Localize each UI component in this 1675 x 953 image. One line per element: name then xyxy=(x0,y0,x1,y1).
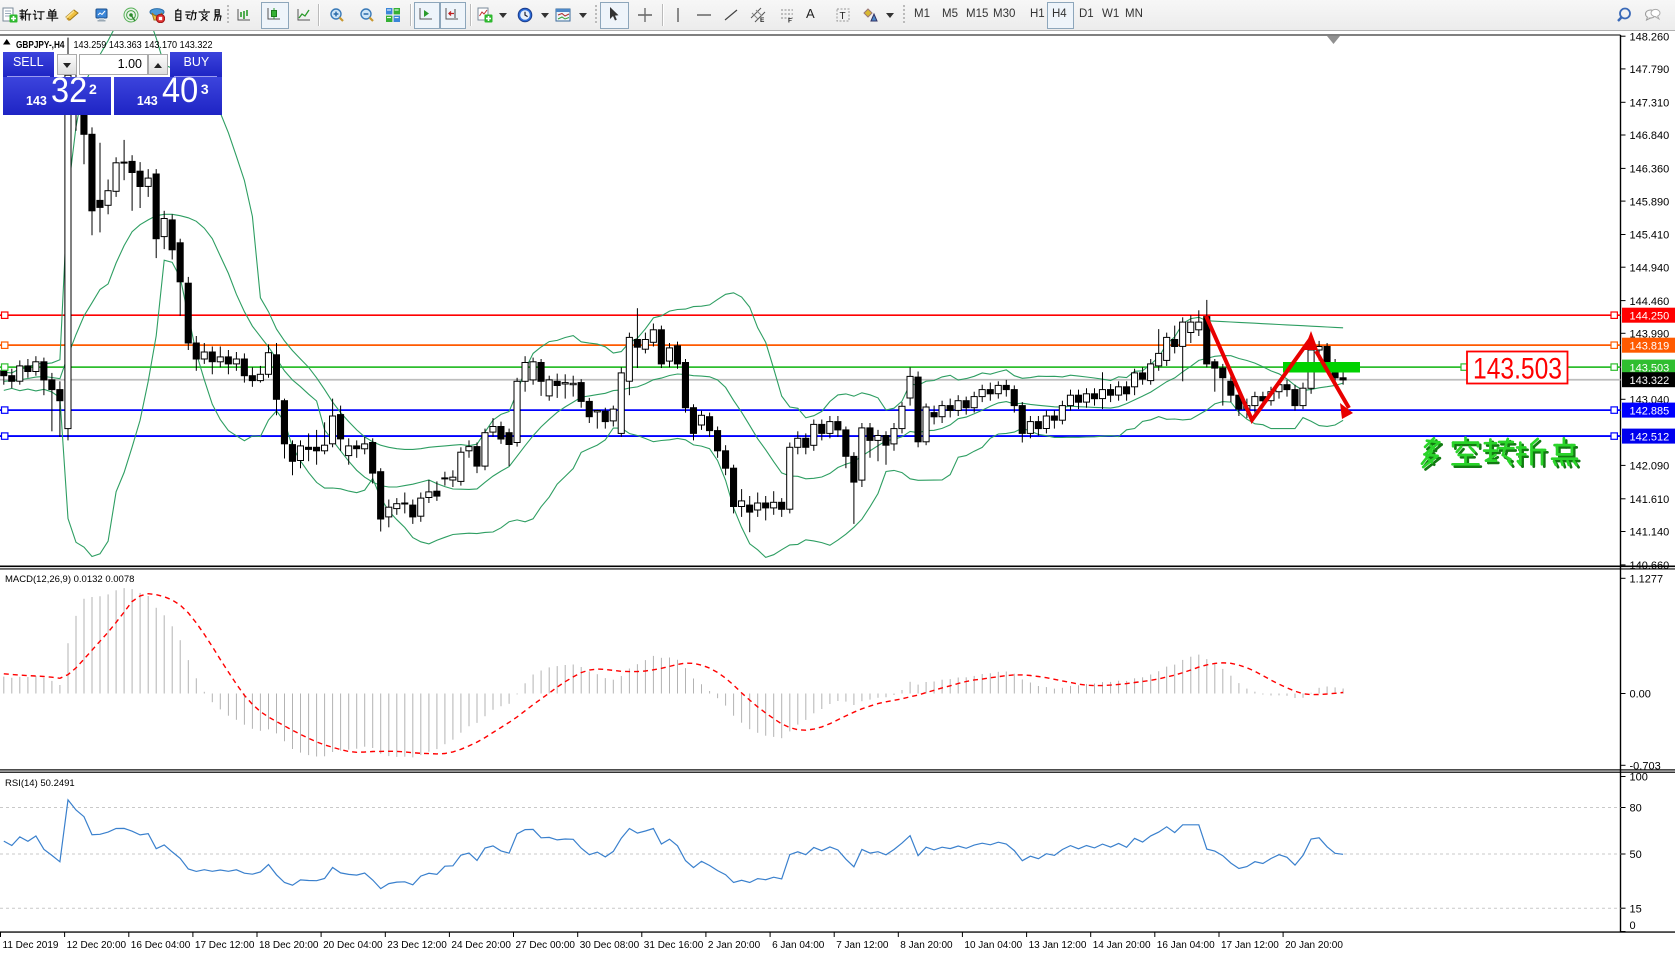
svg-text:143.819: 143.819 xyxy=(1630,340,1670,352)
svg-text:1.1277: 1.1277 xyxy=(1630,574,1664,586)
svg-text:31 Dec 16:00: 31 Dec 16:00 xyxy=(644,940,704,951)
svg-text:143.322: 143.322 xyxy=(1630,375,1670,387)
svg-text:147.790: 147.790 xyxy=(1630,64,1670,76)
svg-text:80: 80 xyxy=(1630,803,1642,815)
svg-text:50: 50 xyxy=(1630,849,1642,861)
svg-text:T: T xyxy=(840,11,846,22)
svg-text:10 Jan 04:00: 10 Jan 04:00 xyxy=(964,940,1022,951)
svg-text:GBPJPY-,H4: GBPJPY-,H4 xyxy=(16,39,65,51)
svg-text:0.00: 0.00 xyxy=(1630,689,1651,701)
svg-text:17 Jan 12:00: 17 Jan 12:00 xyxy=(1221,940,1279,951)
svg-text:12 Dec 20:00: 12 Dec 20:00 xyxy=(67,940,127,951)
svg-text:143.259 143.363 143.170 143.32: 143.259 143.363 143.170 143.322 xyxy=(74,39,213,51)
svg-text:148.260: 148.260 xyxy=(1630,31,1670,43)
svg-text:RSI(14) 50.2491: RSI(14) 50.2491 xyxy=(5,778,75,789)
svg-text:142.090: 142.090 xyxy=(1630,461,1670,473)
svg-text:146.360: 146.360 xyxy=(1630,164,1670,176)
svg-text:13 Jan 12:00: 13 Jan 12:00 xyxy=(1029,940,1087,951)
svg-text:6 Jan 04:00: 6 Jan 04:00 xyxy=(772,940,825,951)
svg-text:MACD(12,26,9) 0.0132 0.0078: MACD(12,26,9) 0.0132 0.0078 xyxy=(5,574,134,585)
svg-text:14 Jan 20:00: 14 Jan 20:00 xyxy=(1093,940,1151,951)
svg-text:142.885: 142.885 xyxy=(1630,405,1670,417)
svg-text:8 Jan 20:00: 8 Jan 20:00 xyxy=(900,940,953,951)
svg-text:20 Jan 20:00: 20 Jan 20:00 xyxy=(1285,940,1343,951)
svg-text:146.840: 146.840 xyxy=(1630,130,1670,142)
svg-text:145.890: 145.890 xyxy=(1630,196,1670,208)
svg-text:11 Dec 2019: 11 Dec 2019 xyxy=(3,940,59,951)
svg-text:143.990: 143.990 xyxy=(1630,329,1670,341)
svg-text:F: F xyxy=(788,18,792,24)
svg-text:24 Dec 20:00: 24 Dec 20:00 xyxy=(451,940,511,951)
svg-text:144.460: 144.460 xyxy=(1630,296,1670,308)
svg-text:144.940: 144.940 xyxy=(1630,262,1670,274)
svg-text:145.410: 145.410 xyxy=(1630,230,1670,242)
svg-text:27 Dec 00:00: 27 Dec 00:00 xyxy=(516,940,576,951)
svg-text:-0.703: -0.703 xyxy=(1630,761,1661,773)
svg-text:30 Dec 08:00: 30 Dec 08:00 xyxy=(580,940,640,951)
svg-text:7 Jan 12:00: 7 Jan 12:00 xyxy=(836,940,889,951)
svg-text:141.610: 141.610 xyxy=(1630,494,1670,506)
svg-text:2 Jan 20:00: 2 Jan 20:00 xyxy=(708,940,761,951)
svg-text:18 Dec 20:00: 18 Dec 20:00 xyxy=(259,940,319,951)
svg-text:23 Dec 12:00: 23 Dec 12:00 xyxy=(387,940,447,951)
svg-text:15: 15 xyxy=(1630,904,1642,916)
svg-text:144.250: 144.250 xyxy=(1630,310,1670,322)
svg-text:143.503: 143.503 xyxy=(1473,353,1562,386)
svg-text:143.503: 143.503 xyxy=(1630,362,1670,374)
svg-text:141.140: 141.140 xyxy=(1630,527,1670,539)
svg-text:100: 100 xyxy=(1630,772,1648,784)
svg-text:147.310: 147.310 xyxy=(1630,98,1670,110)
svg-text:16 Jan 04:00: 16 Jan 04:00 xyxy=(1157,940,1215,951)
svg-text:20 Dec 04:00: 20 Dec 04:00 xyxy=(323,940,383,951)
svg-text:16 Dec 04:00: 16 Dec 04:00 xyxy=(131,940,191,951)
svg-text:E: E xyxy=(760,17,765,23)
svg-text:142.512: 142.512 xyxy=(1630,431,1670,443)
svg-text:0: 0 xyxy=(1630,920,1636,932)
svg-text:17 Dec 12:00: 17 Dec 12:00 xyxy=(195,940,255,951)
svg-text:140.660: 140.660 xyxy=(1630,560,1670,572)
